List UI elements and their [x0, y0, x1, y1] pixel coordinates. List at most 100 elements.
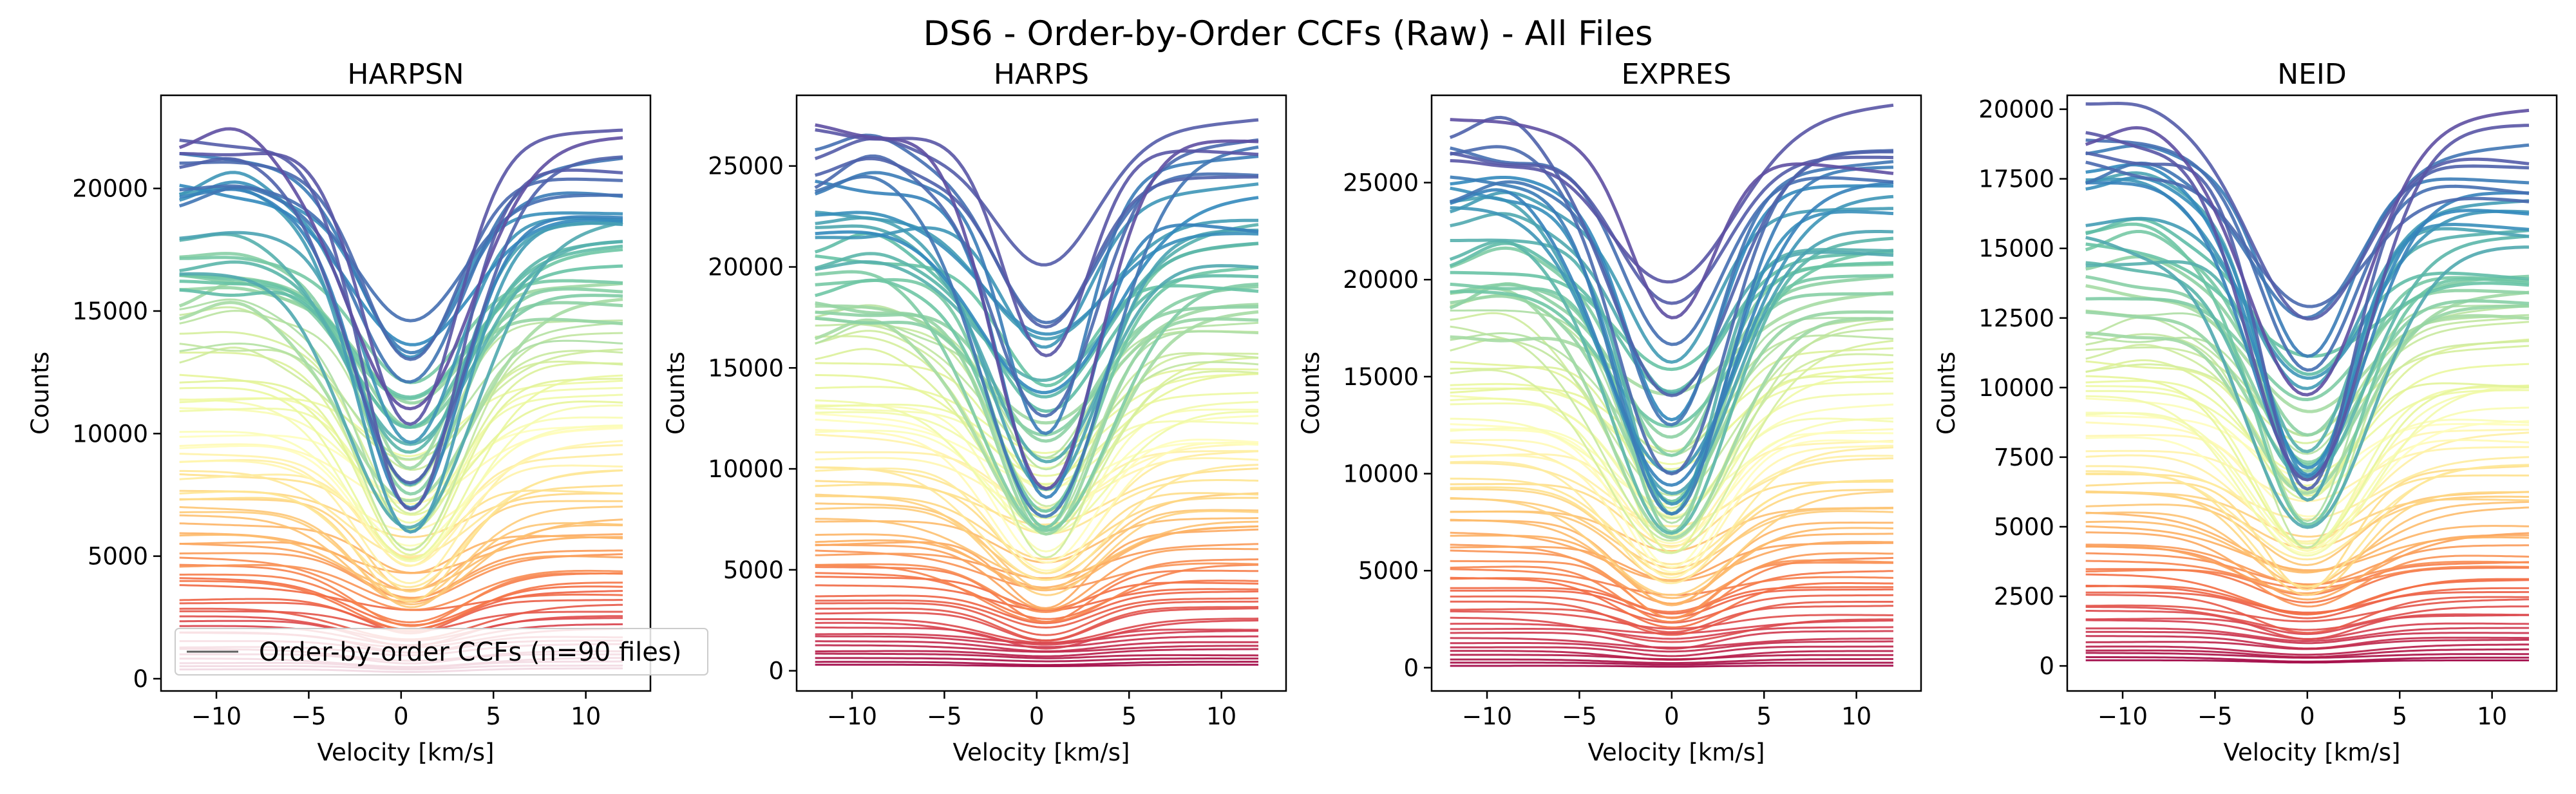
x-tick-label: 10 — [1206, 703, 1236, 730]
legend: Order-by-order CCFs (n=90 files) — [175, 628, 708, 676]
ccf-curve — [815, 563, 1259, 623]
ccf-curve — [2085, 594, 2530, 634]
ccf-curve — [815, 517, 1259, 564]
ccf-curve — [179, 332, 623, 551]
ccf-curve — [815, 216, 1258, 491]
ccf-curve — [2085, 627, 2529, 642]
x-axis-label: Velocity [km/s] — [1588, 739, 1765, 766]
x-tick-label: 0 — [1029, 703, 1045, 730]
ccf-curve — [1449, 241, 1894, 393]
ccf-curve — [2085, 630, 2529, 645]
ccf-curve — [2085, 275, 2530, 464]
ccf-curve — [1450, 403, 1894, 512]
ccf-curve — [179, 155, 623, 485]
ccf-curve — [179, 563, 623, 627]
ccf-curve — [2085, 363, 2530, 487]
ccf-curve — [2085, 406, 2530, 552]
ccf-curve — [2085, 229, 2530, 453]
ccf-curve — [815, 211, 1259, 336]
ccf-curve — [179, 240, 623, 454]
panel-title: EXPRES — [1622, 58, 1732, 91]
ccf-curve — [814, 155, 1259, 435]
ccf-curve — [815, 285, 1259, 437]
ccf-curve — [179, 252, 623, 496]
ccf-curve — [179, 453, 623, 567]
ccf-curve — [179, 506, 623, 601]
ccf-curve — [2085, 274, 2530, 402]
ccf-curve — [1450, 446, 1894, 585]
ccf-curve — [2085, 456, 2530, 520]
ccf-curve — [2085, 236, 2530, 529]
ccf-curve — [815, 372, 1259, 455]
ccf-curve — [1450, 368, 1894, 471]
y-tick-label: 0 — [768, 657, 784, 685]
x-tick-label: −5 — [1562, 703, 1597, 730]
ccf-curve — [815, 156, 1258, 329]
ccf-curve — [179, 542, 623, 599]
ccf-curve — [179, 373, 623, 516]
ccf-curve — [179, 184, 623, 346]
ccf-curve — [1450, 586, 1893, 615]
y-tick-label: 10000 — [708, 455, 784, 483]
ccf-curve — [2085, 199, 2530, 390]
ccf-curve — [2085, 544, 2529, 586]
x-axis-label: Velocity [km/s] — [317, 739, 495, 766]
ccf-curve — [815, 648, 1258, 657]
ccf-curve — [179, 514, 623, 606]
ccf-curve — [2085, 163, 2530, 469]
y-tick-label: 17500 — [1978, 165, 2054, 193]
y-tick-label: 15000 — [1343, 363, 1419, 391]
ccf-curve — [2085, 656, 2529, 663]
y-tick-label: 10000 — [1343, 460, 1419, 488]
ccf-curve — [2085, 160, 2530, 308]
ccf-curve — [1450, 325, 1894, 496]
ccf-curve — [179, 346, 623, 461]
ccf-curve — [815, 597, 1258, 629]
ccf-curve — [1450, 610, 1893, 630]
x-tick-label: −10 — [827, 703, 877, 730]
ccf-curve — [815, 661, 1258, 666]
ccf-curve — [2085, 144, 2530, 358]
ccf-curve — [815, 303, 1259, 425]
ccf-curve — [2085, 290, 2530, 495]
x-tick-label: 10 — [2477, 703, 2507, 730]
y-tick-label: 5000 — [88, 543, 148, 571]
ccf-curve — [1450, 309, 1894, 524]
ccf-curve — [2085, 138, 2530, 372]
ccf-curve — [1450, 600, 1893, 636]
ccf-curve — [815, 404, 1259, 553]
ccf-curve — [2085, 384, 2530, 557]
x-axis-label: Velocity [km/s] — [2224, 739, 2401, 766]
y-tick-label: 25000 — [708, 153, 784, 180]
ccf-curve — [815, 652, 1259, 659]
ccf-curve — [815, 572, 1259, 620]
ccf-curve — [2085, 314, 2530, 455]
ccf-curve — [2085, 420, 2530, 554]
ccf-curve — [2085, 491, 2529, 596]
y-axis-label: Counts — [26, 352, 54, 435]
ccf-curve — [179, 286, 623, 405]
ccf-curve — [2085, 304, 2530, 473]
ccf-curve — [179, 553, 623, 603]
ccf-curve — [1450, 665, 1893, 668]
panel-harps: −10 −5 0 5 10 0 5000 10000 15000 20000 25000 HARPS V… — [662, 58, 1287, 766]
ccf-curve — [815, 606, 1259, 641]
ccf-curve — [1450, 650, 1893, 661]
y-tick-label: 0 — [133, 665, 148, 693]
ccf-curve — [1450, 640, 1893, 653]
ccf-curve — [2085, 386, 2530, 545]
ccf-curve — [179, 184, 623, 323]
ccf-curve — [178, 127, 623, 411]
x-tick-label: −5 — [927, 703, 962, 730]
ccf-curve — [815, 330, 1259, 559]
ccf-curve — [815, 618, 1259, 644]
ccf-curve — [2085, 531, 2529, 601]
ccf-curve — [815, 450, 1259, 574]
ccf-curve — [179, 440, 623, 531]
ccf-curve — [179, 572, 623, 623]
ccf-curve — [815, 464, 1259, 581]
ccf-curve — [179, 248, 623, 401]
y-tick-label: 15000 — [1978, 235, 2054, 263]
ccf-curve — [815, 626, 1259, 650]
